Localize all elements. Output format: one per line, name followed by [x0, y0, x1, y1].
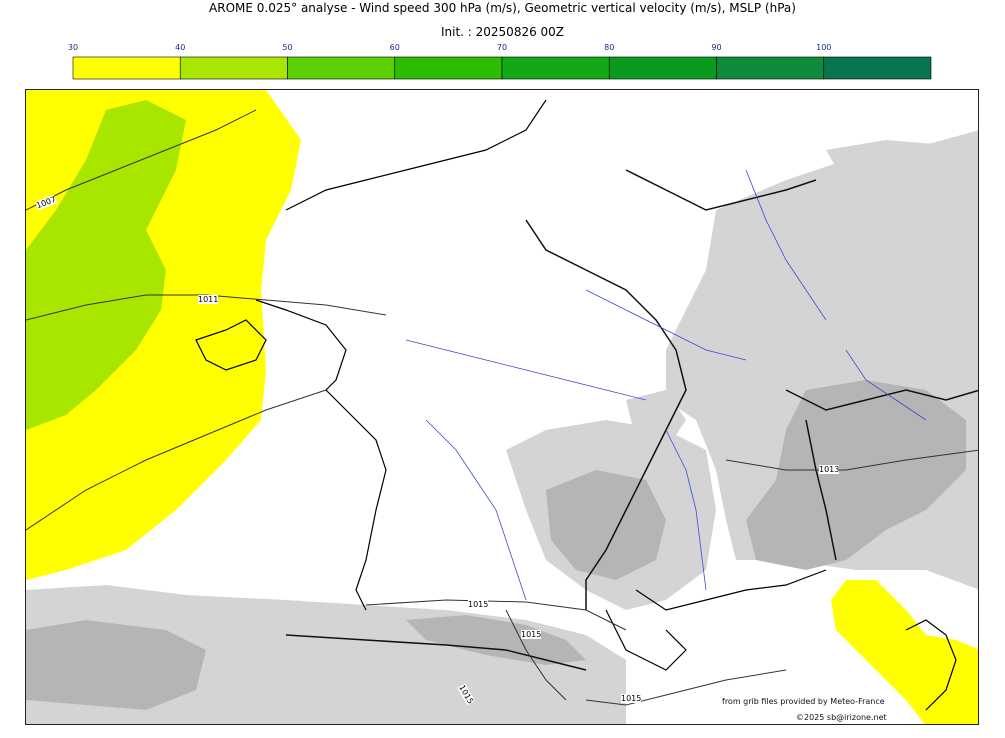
- coastlines: [195, 99, 957, 711]
- colorbar-segment: [179, 56, 288, 80]
- data-source-credit: from grib files provided by Meteo-France: [722, 697, 885, 706]
- colorbar-segment: [287, 56, 396, 80]
- wind-speed-40-50: [26, 100, 186, 430]
- colorbar-tick-label: 70: [497, 43, 507, 52]
- isobar-label: 1013: [819, 465, 840, 474]
- colorbar-tick-label: 80: [604, 43, 614, 52]
- colorbar-tick-label: 40: [175, 43, 185, 52]
- wind-speed-30-40-corsica: [831, 580, 978, 724]
- isobar-label: 1015: [521, 630, 542, 639]
- colorbar-segment: [72, 56, 181, 80]
- rivers: [405, 169, 927, 601]
- colorbar-segment: [716, 56, 825, 80]
- wind-speed-colorbar: 30 40 50 60 70 80 90 100: [68, 43, 932, 80]
- weather-map: 1007 1011 1013 1015 1015 1015 1015: [25, 89, 979, 725]
- colorbar-tick-label: 30: [68, 43, 78, 52]
- colorbar-tick-label: 50: [282, 43, 292, 52]
- map-title: AROME 0.025° analyse - Wind speed 300 hP…: [209, 1, 796, 15]
- map-canvas: [26, 90, 978, 724]
- copyright-credit: ©2025 sb@irizone.net: [796, 713, 887, 722]
- high-terrain: [26, 380, 966, 710]
- country-borders: [285, 169, 978, 671]
- isobar-label: 1015: [468, 600, 489, 609]
- colorbar-segment: [823, 56, 932, 80]
- init-time: Init. : 20250826 00Z: [440, 25, 565, 39]
- isobar-label: 1011: [198, 295, 219, 304]
- colorbar-tick-label: 90: [711, 43, 721, 52]
- colorbar-segment: [501, 56, 610, 80]
- colorbar-segment: [608, 56, 717, 80]
- colorbar-tick-label: 100: [816, 43, 831, 52]
- colorbar-segment: [394, 56, 503, 80]
- isobar-label: 1015: [621, 694, 642, 703]
- colorbar-tick-label: 60: [390, 43, 400, 52]
